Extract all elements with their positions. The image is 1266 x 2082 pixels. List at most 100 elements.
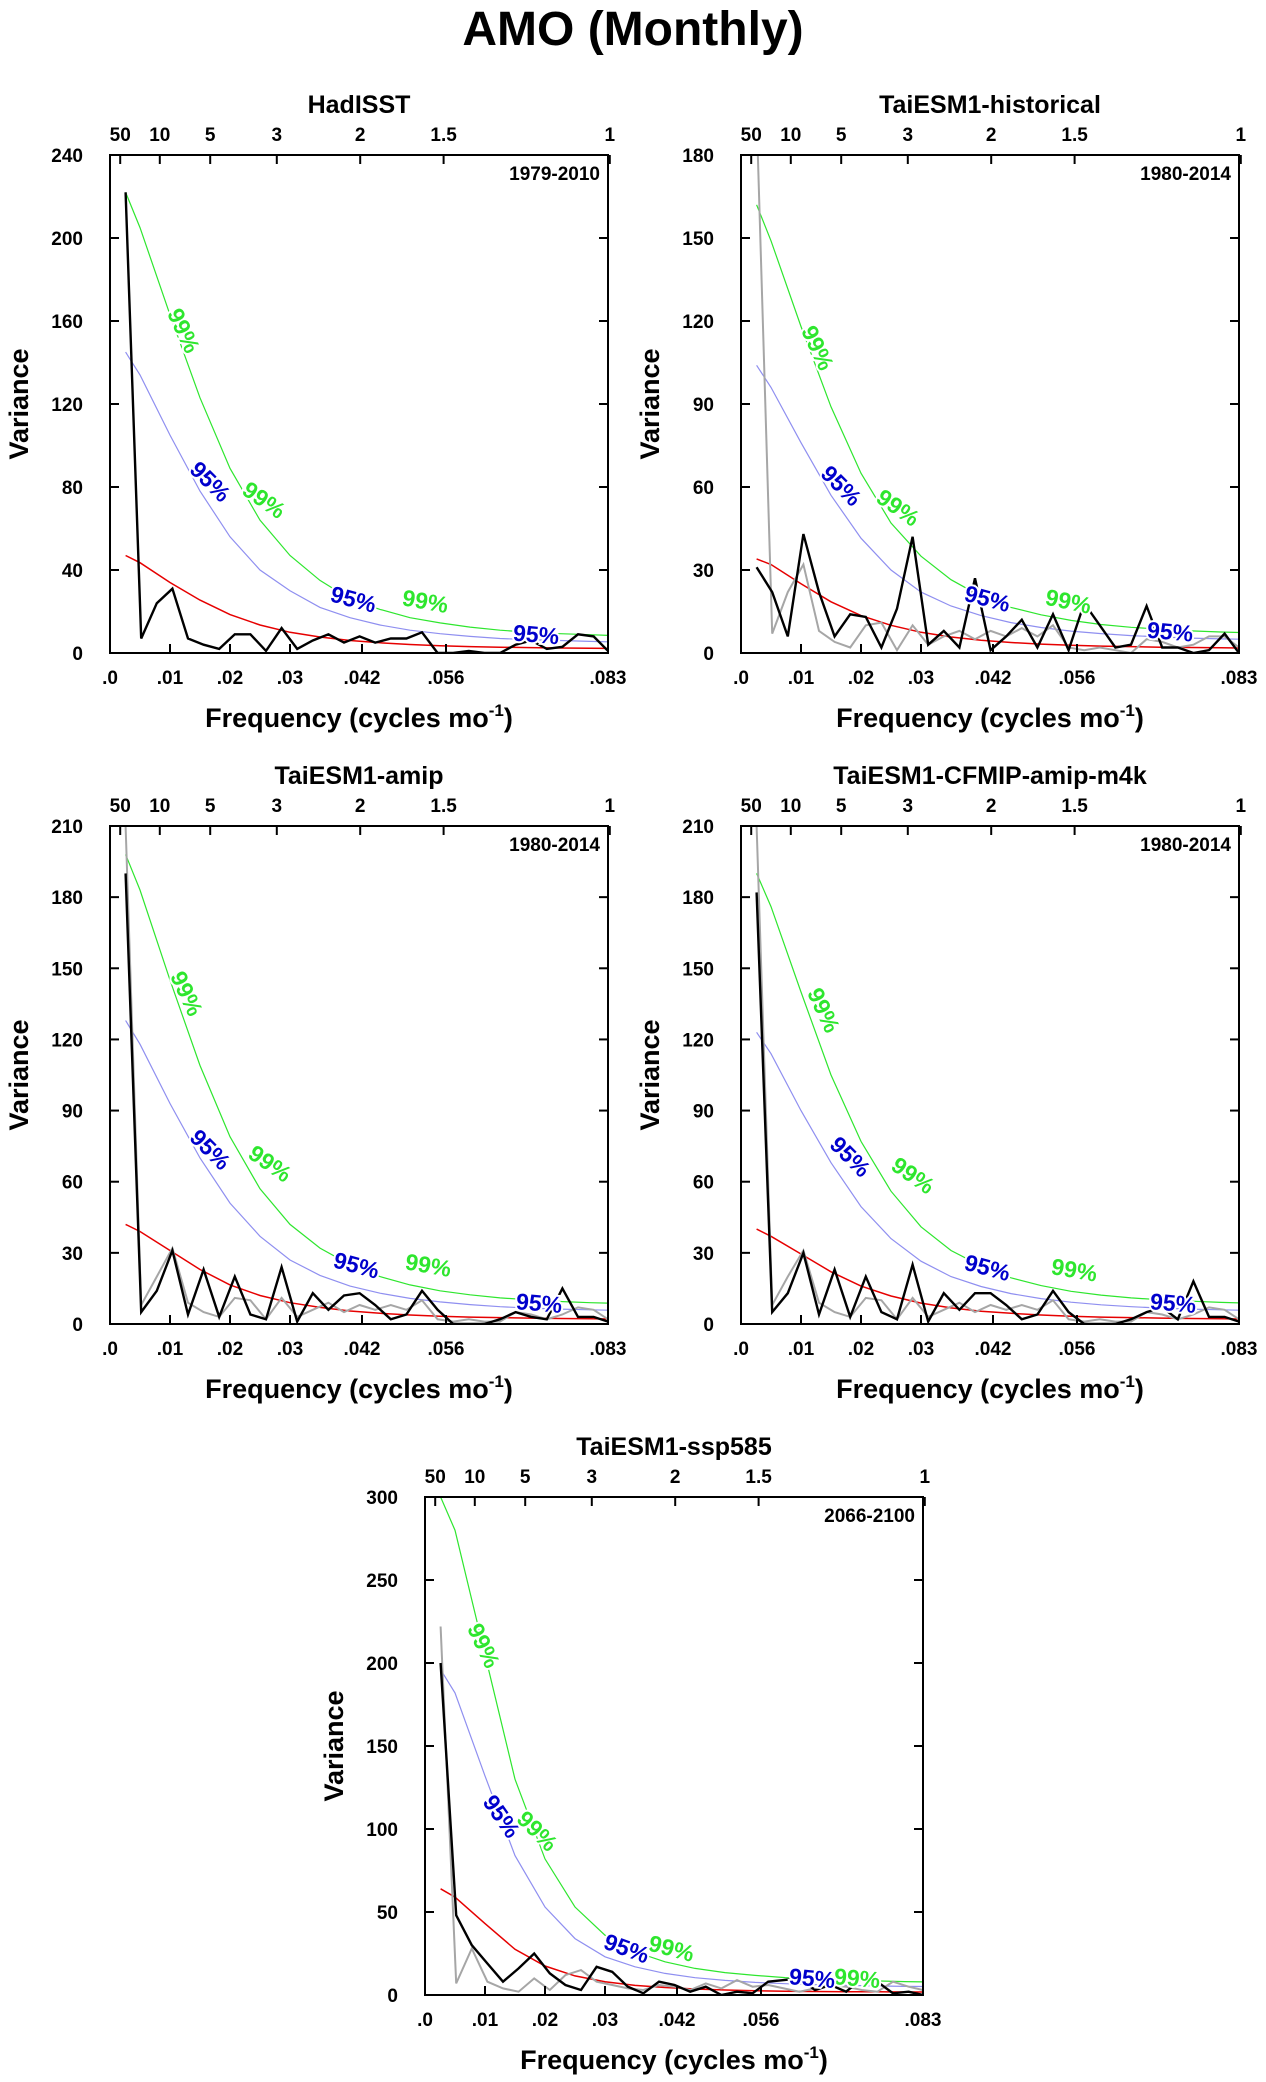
panel-title: TaiESM1-amip [274, 762, 443, 790]
top-tick-label: 3 [587, 1467, 598, 1488]
top-tick-label: 2 [355, 125, 366, 146]
x-tick-label: .01 [157, 1339, 184, 1360]
top-tick-label: 1 [920, 1467, 931, 1488]
panel-title: HadISST [308, 91, 411, 119]
x-tick-label: .042 [344, 1339, 381, 1360]
top-tick-label: 5 [836, 125, 847, 146]
spectrum-line [755, 533, 1239, 653]
x-tick-label: .03 [277, 668, 303, 689]
y-tick-label: 80 [62, 478, 83, 499]
x-tick-label: .042 [659, 2010, 696, 2031]
x-tick-label: .03 [908, 668, 934, 689]
top-tick-label: 50 [110, 796, 131, 817]
top-tick-label: 10 [149, 796, 170, 817]
x-axis-label-end: ) [1135, 703, 1144, 733]
y-tick-label: 160 [51, 312, 83, 333]
x-tick-label: .056 [743, 2010, 780, 2031]
y-tick-label: 100 [366, 1820, 398, 1841]
x-tick-label: .03 [277, 1339, 303, 1360]
sig99-line [125, 854, 608, 1304]
top-tick-label: 5 [205, 125, 216, 146]
x-axis-label-exponent: -1 [1120, 1372, 1135, 1391]
x-axis-label: Frequency (cycles mo-1) [205, 1372, 513, 1404]
sig99-label: 99% [872, 484, 925, 532]
top-tick-label: 2 [355, 796, 366, 817]
y-tick-label: 0 [387, 1986, 398, 2007]
top-tick-label: 2 [986, 796, 997, 817]
y-tick-label: 120 [682, 1030, 714, 1051]
sig95-line [125, 1020, 608, 1311]
sig95-label: 95% [788, 1963, 836, 1993]
spectrum-line [439, 1662, 923, 1995]
sig99-label: 99% [1049, 1253, 1099, 1287]
top-tick-label: 1.5 [430, 796, 457, 817]
y-tick-label: 150 [682, 959, 714, 980]
top-tick-label: 1.5 [1061, 125, 1088, 146]
sig99-line [440, 1497, 923, 1983]
x-axis-label: Frequency (cycles mo-1) [836, 701, 1144, 733]
spectrum-panel: TaiESM1-ssp5852066-210099%99%99%99%95%95… [319, 1433, 941, 2075]
red-noise-line [125, 554, 608, 650]
period-label: 1980-2014 [1140, 835, 1231, 856]
sig99-label: 99% [403, 1248, 453, 1282]
y-tick-label: 250 [366, 1571, 398, 1592]
sig95-line [125, 351, 608, 643]
x-tick-label: .02 [848, 668, 874, 689]
x-tick-label: .0 [102, 668, 118, 689]
sig99-label: 99% [400, 585, 450, 619]
sig99-label: 99% [833, 1963, 881, 1993]
top-tick-label: 10 [780, 796, 801, 817]
x-tick-label: .042 [975, 668, 1012, 689]
x-axis-label-exponent: -1 [1120, 701, 1135, 720]
top-tick-label: 3 [903, 125, 914, 146]
y-tick-label: 200 [366, 1654, 398, 1675]
series-group [124, 826, 608, 1324]
top-tick-label: 50 [741, 125, 762, 146]
series-group [124, 192, 608, 653]
series-group [439, 1497, 923, 1995]
x-axis-label-exponent: -1 [489, 1372, 504, 1391]
x-tick-label: .01 [157, 668, 184, 689]
x-axis-label: Frequency (cycles mo-1) [520, 2043, 828, 2075]
top-tick-label: 1 [605, 796, 616, 817]
top-tick-label: 5 [205, 796, 216, 817]
x-axis-label-end: ) [1135, 1374, 1144, 1404]
spectrum-line [124, 873, 608, 1324]
top-tick-label: 3 [272, 125, 283, 146]
spectrum-panel: TaiESM1-historical 1980-2014 99% 99% 99% 95% 9… [635, 91, 1257, 733]
sig95-line [756, 364, 1239, 640]
panel-title: TaiESM1-historical [879, 91, 1101, 119]
y-tick-label: 60 [62, 1173, 83, 1194]
y-tick-label: 0 [72, 644, 83, 665]
sig95-label: 95% [825, 1131, 876, 1182]
x-tick-label: .0 [733, 668, 749, 689]
sig99-line [756, 873, 1239, 1304]
y-tick-label: 40 [62, 561, 83, 582]
y-tick-label: 180 [682, 888, 714, 909]
y-tick-label: 150 [51, 959, 83, 980]
top-tick-label: 2 [670, 1467, 681, 1488]
series-group [755, 826, 1239, 1324]
x-axis-label-text: Frequency (cycles mo [205, 1374, 489, 1404]
x-tick-label: .083 [905, 2010, 942, 2031]
top-tick-label: 1.5 [1061, 796, 1088, 817]
x-tick-label: .0 [102, 1339, 118, 1360]
y-tick-label: 120 [51, 395, 83, 416]
top-tick-label: 50 [425, 1467, 446, 1488]
y-tick-label: 180 [682, 146, 714, 167]
x-tick-label: .02 [217, 668, 243, 689]
red-noise-line [756, 1228, 1239, 1320]
sig99-line [125, 192, 608, 636]
sig99-label: 99% [646, 1930, 697, 1967]
spectrum-panel: TaiESM1-CFMIP-amip-m4k 1980-2014 99% 99% 99%… [635, 762, 1257, 1404]
sig95-label: 95% [331, 1247, 382, 1284]
y-axis-label: Variance [4, 1019, 34, 1130]
x-axis-label-text: Frequency (cycles mo [836, 703, 1120, 733]
y-tick-label: 120 [51, 1030, 83, 1051]
sig95-label: 95% [512, 620, 560, 650]
x-tick-label: .01 [788, 1339, 815, 1360]
top-tick-label: 10 [780, 125, 801, 146]
spectrum-ref-line [124, 826, 608, 1323]
x-axis-label-end: ) [504, 1374, 513, 1404]
plot-frame [109, 154, 609, 654]
